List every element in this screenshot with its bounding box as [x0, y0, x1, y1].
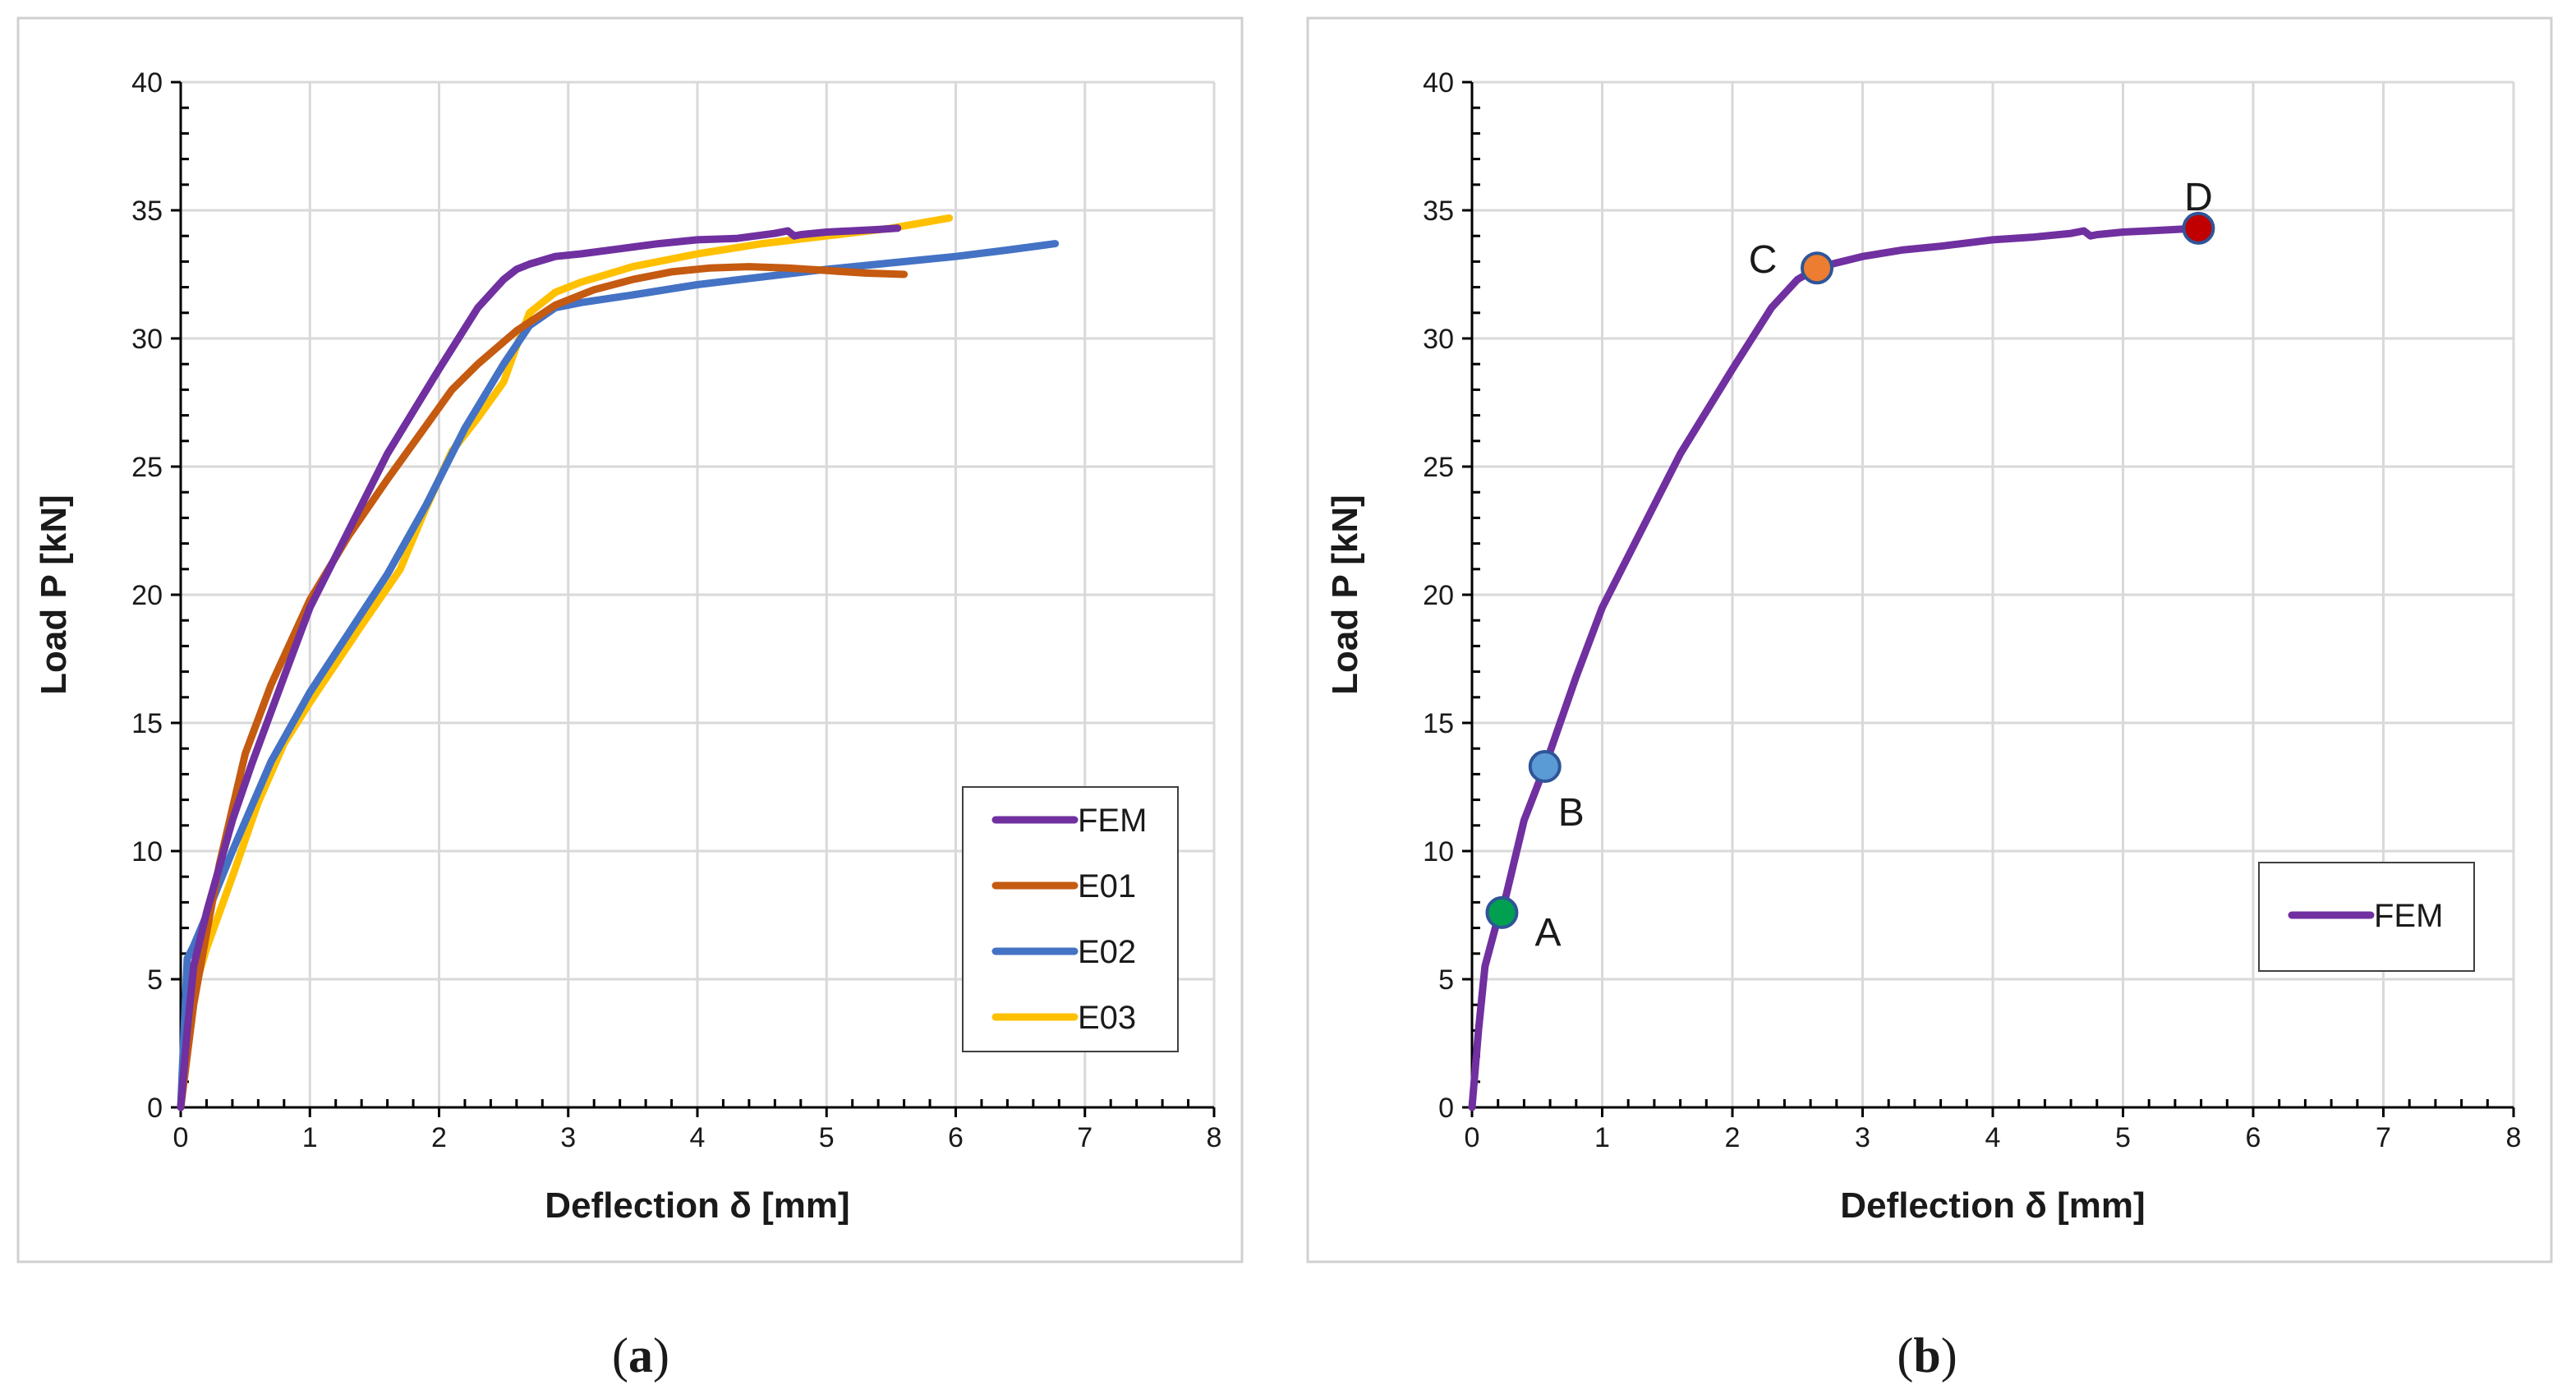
legend-label-e03: E03: [1078, 1000, 1136, 1036]
y-axis-label: Load P [kN]: [34, 495, 74, 695]
marker-point-b: [1528, 750, 1562, 784]
x-tick-label: 0: [1465, 1122, 1480, 1153]
y-tick-label: 30: [1423, 324, 1454, 355]
x-tick-label: 2: [1725, 1122, 1741, 1153]
x-tick-label: 3: [1855, 1122, 1870, 1153]
y-tick-label: 35: [1423, 196, 1454, 227]
x-tick-label: 3: [560, 1122, 576, 1153]
x-tick-label: 7: [2376, 1122, 2391, 1153]
x-axis-label: Deflection δ [mm]: [545, 1185, 849, 1226]
y-tick-label: 0: [147, 1093, 163, 1124]
y-tick-label: 5: [1438, 964, 1454, 996]
chart-frame: [16, 16, 1244, 1263]
legend-label-fem: FEM: [2374, 898, 2443, 934]
x-tick-label: 5: [2115, 1122, 2131, 1153]
y-tick-label: 35: [131, 196, 163, 227]
chart-panel-a: 0 1 2 3 4 5 6 7 8 0 5 10 15 20 25 30 35 40 Deflection δ [m…: [16, 16, 1244, 1383]
panel-paren-close: ): [1941, 1328, 1957, 1383]
y-tick-label: 40: [131, 67, 163, 99]
panel-label: (a): [612, 1328, 669, 1383]
legend-label-e02: E02: [1078, 934, 1136, 970]
minor-ticks: [1462, 81, 2515, 1117]
series-line-e03: [177, 214, 954, 1111]
x-tick-label: 1: [1594, 1122, 1610, 1153]
y-tick-label: 30: [131, 324, 163, 355]
marker-point-c: [1801, 251, 1834, 285]
series-line-e02: [177, 240, 1060, 1111]
legend: FEM: [2258, 862, 2475, 972]
x-tick-label: 2: [431, 1122, 447, 1153]
x-tick-label: 0: [173, 1122, 189, 1153]
y-tick-label: 15: [131, 708, 163, 739]
point-label-c: C: [1749, 238, 1778, 282]
panel-paren-open: (: [612, 1328, 628, 1383]
legend-label-fem: FEM: [1078, 803, 1147, 839]
x-axis-label: Deflection δ [mm]: [1840, 1185, 2145, 1226]
y-tick-label: 40: [1423, 67, 1454, 99]
y-tick-label: 15: [1423, 708, 1454, 739]
marker-point-d: [2182, 211, 2215, 245]
point-label-d: D: [2184, 176, 2213, 219]
panel-paren-close: ): [653, 1328, 669, 1383]
legend: FEM E01 E02 E03: [962, 786, 1179, 1052]
panel-label: (b): [1897, 1328, 1957, 1383]
series-line-fem: [1468, 224, 2202, 1111]
y-tick-label: 10: [1423, 836, 1454, 867]
y-tick-label: 25: [1423, 452, 1454, 483]
panel-paren-open: (: [1897, 1328, 1913, 1383]
x-tick-label: 1: [302, 1122, 318, 1153]
point-label-b: B: [1558, 791, 1585, 835]
y-axis-label: Load P [kN]: [1325, 495, 1365, 695]
x-tick-label: 6: [948, 1122, 964, 1153]
x-tick-label: 7: [1077, 1122, 1092, 1153]
gridlines: [1472, 81, 2515, 1107]
x-tick-label: 5: [819, 1122, 835, 1153]
marker-point-a: [1485, 895, 1519, 929]
x-tick-label: 8: [2506, 1122, 2522, 1153]
panel-letter: a: [628, 1328, 653, 1383]
y-tick-label: 25: [131, 452, 163, 483]
x-tick-label: 4: [1985, 1122, 2001, 1153]
x-tick-label: 8: [1207, 1122, 1222, 1153]
point-label-a: A: [1534, 911, 1561, 955]
panel-letter: b: [1913, 1328, 1940, 1383]
y-tick-label: 5: [147, 964, 163, 996]
legend-box: [962, 786, 1179, 1052]
chart-frame: [1306, 16, 2553, 1263]
legend-label-e01: E01: [1078, 868, 1136, 904]
chart-panel-b: 0 1 2 3 4 5 6 7 8 0 5 10 15 20 25 30 35 40 Deflection δ [m…: [1306, 16, 2553, 1383]
series-line-e01: [177, 263, 908, 1111]
y-tick-label: 20: [131, 580, 163, 611]
y-tick-label: 0: [1438, 1093, 1454, 1124]
series-line-fem: [177, 224, 902, 1111]
y-tick-label: 20: [1423, 580, 1454, 611]
x-tick-label: 6: [2246, 1122, 2261, 1153]
x-tick-label: 4: [690, 1122, 706, 1153]
y-tick-label: 10: [131, 836, 163, 867]
